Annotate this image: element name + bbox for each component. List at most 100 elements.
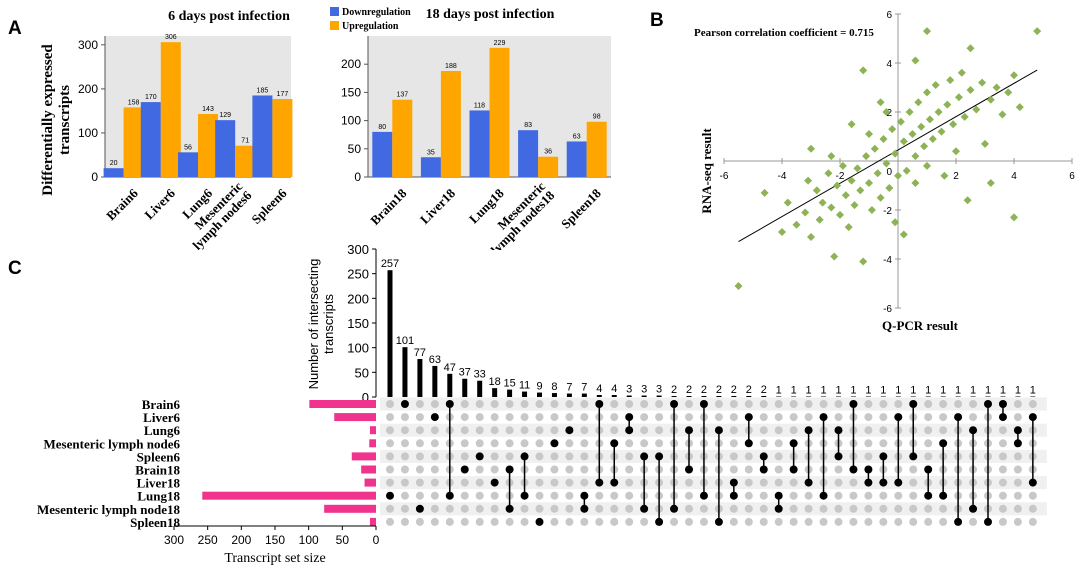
upset-intersection-label: 3 [641,384,647,396]
scatter-point [760,188,769,197]
upset-dot-inactive [430,426,439,435]
upset-dot-inactive [610,413,619,422]
chart-a1-y-tick-label: 0 [91,170,98,184]
chart-a2-data-label: 80 [378,124,386,131]
upset-dot-inactive [430,452,439,461]
chart-a1-data-label: 129 [219,112,231,119]
upset-dot-inactive [415,400,424,408]
upset-dot-inactive [386,439,394,448]
upset-dot-inactive [729,465,738,474]
chart-a1-bar-up [123,107,144,177]
scatter-point [957,68,966,77]
scatter-point [896,117,905,126]
upset-dot-inactive [849,517,858,526]
chart-a1-bar-down [140,102,161,177]
upset-dot-inactive [998,452,1007,461]
scatter-point [992,83,1001,92]
panel-label-c: C [8,258,22,279]
upset-intersection-label: 3 [656,384,662,396]
scatter-point [894,171,902,180]
upset-dot-inactive [744,491,753,500]
chart-a2-y-tick-label: 200 [341,57,361,71]
upset-dot-inactive [924,439,933,448]
scatter-point [1015,103,1024,112]
upset-dot-inactive [535,400,544,408]
upset-intersection-label: 1 [985,385,991,397]
scatter-point [925,115,934,124]
upset-dot-active [610,439,619,448]
scatter-x-tick-label: -2 [836,171,845,182]
upset-intersection-label: 63 [429,354,441,366]
upset-dot-inactive [475,439,484,448]
upset-intersection-label: 4 [611,383,617,395]
chart-a1-data-label: 170 [145,94,157,101]
upset-dot-inactive [1013,465,1022,474]
upset-dot-inactive [430,478,439,487]
upset-dot-inactive [834,491,843,500]
upset-dot-inactive [520,413,529,422]
upset-dot-inactive [460,504,469,513]
upset-dot-inactive [909,491,918,500]
upset-dot-inactive [550,400,559,408]
upset-dot-inactive [924,517,933,526]
upset-dot-inactive [774,478,783,487]
upset-dot-inactive [475,465,484,474]
upset-dot-inactive [879,426,888,435]
upset-dot-inactive [505,452,514,461]
upset-dot-inactive [849,478,858,487]
scatter-point [946,76,955,85]
chart-a1-title: 6 days post infection [168,9,290,24]
upset-intersection-bar [761,396,767,397]
upset-intersection-bar [731,396,737,397]
scatter-point [847,120,856,129]
upset-intersection-bar [686,396,692,397]
scatter-point [891,218,900,227]
upset-dot-inactive [864,400,873,408]
upset-dot-inactive [894,517,903,526]
chart-a2-x-tick-label-line: Brain18 [367,185,410,228]
chart-a2-bar-down [469,110,490,177]
upset-dot-inactive [699,517,708,526]
upset-dot-inactive [415,491,424,500]
chart-a1-data-label: 20 [110,160,118,167]
upset-dot-inactive [415,465,424,474]
scatter-point [952,147,960,156]
upset-intersection-bar [671,396,677,397]
upset-y-axis-label: Number of intersectingtranscripts [306,259,336,390]
upset-intersection-label: 1 [880,385,886,397]
upset-dot-inactive [445,504,454,513]
upset-dot-inactive [1028,504,1037,513]
scatter-point [734,281,743,290]
upset-intersection-label: 11 [519,380,530,392]
upset-dot-inactive [849,491,858,500]
upset-dot-inactive [550,452,559,461]
upset-dot-inactive [505,439,514,448]
upset-dot-inactive [625,439,634,448]
upset-dot-inactive [789,504,798,513]
upset-dot-active [475,452,484,461]
upset-dot-inactive [640,426,649,435]
upset-dot-inactive [969,413,978,422]
upset-dot-active [400,400,409,408]
chart-a2-x-tick-label-line: Liver18 [417,185,459,227]
upset-dot-inactive [819,400,828,408]
scatter-point [879,134,888,143]
upset-intersection-label: 2 [671,384,677,396]
upset-row-shade [380,449,1047,463]
chart-a2-x-tick-label: Brain18 [367,185,410,228]
chart-a2-y-tick-label: 0 [354,170,361,184]
upset-dot-inactive [789,517,798,526]
upset-dot-inactive [640,400,649,408]
upset-dot-inactive [490,413,499,422]
upset-intersection-bar [507,389,513,397]
chart-a1-y-tick-label: 100 [78,126,98,140]
upset-dot-inactive [729,400,738,408]
scatter-point [844,223,853,232]
upset-dot-inactive [535,413,544,422]
upset-dot-inactive [998,517,1007,526]
upset-intersection-label: 1 [955,385,961,397]
scatter-point [899,137,908,146]
upset-set-size-bar [202,491,376,500]
upset-intersection-bar [641,395,647,397]
upset-dot-inactive [864,504,873,513]
